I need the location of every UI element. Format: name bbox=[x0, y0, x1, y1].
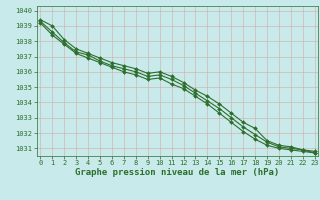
X-axis label: Graphe pression niveau de la mer (hPa): Graphe pression niveau de la mer (hPa) bbox=[76, 168, 280, 177]
